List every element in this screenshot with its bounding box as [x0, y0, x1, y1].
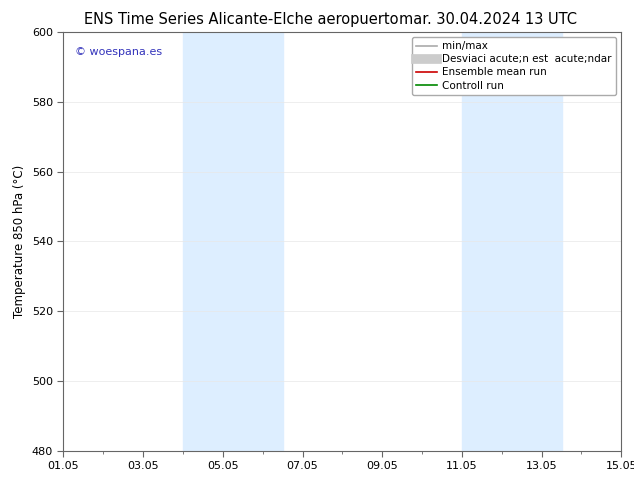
Bar — [462, 32, 562, 451]
Y-axis label: Temperature 850 hPa (°C): Temperature 850 hPa (°C) — [13, 165, 26, 318]
Text: mar. 30.04.2024 13 UTC: mar. 30.04.2024 13 UTC — [399, 12, 577, 27]
Legend: min/max, Desviaci acute;n est  acute;ndar, Ensemble mean run, Controll run: min/max, Desviaci acute;n est acute;ndar… — [412, 37, 616, 95]
Bar — [183, 32, 283, 451]
Text: © woespana.es: © woespana.es — [75, 47, 162, 56]
Text: ENS Time Series Alicante-Elche aeropuerto: ENS Time Series Alicante-Elche aeropuert… — [84, 12, 398, 27]
